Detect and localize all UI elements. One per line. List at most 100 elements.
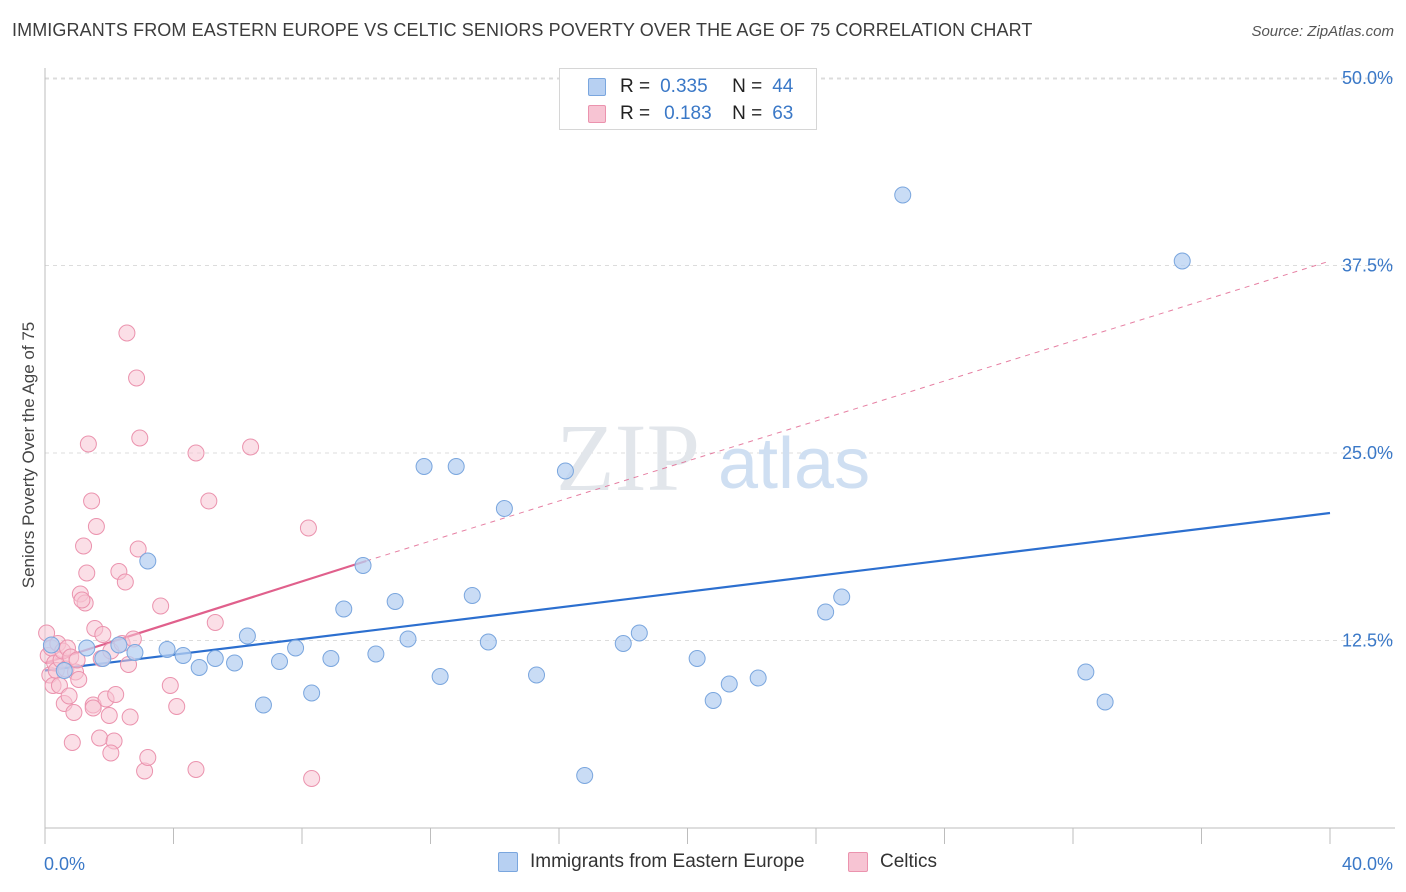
series-legend: Immigrants from Eastern Europe Celtics (0, 851, 1406, 877)
celtics-point (78, 564, 96, 582)
series-legend-celtics[interactable]: Celtics (848, 851, 937, 873)
eastern-europe-points (42, 186, 1191, 784)
celtics-point (200, 492, 218, 510)
legend-r-value-blue: 0.335 (660, 76, 708, 97)
celtics-point (73, 591, 91, 609)
eastern-europe-point (399, 630, 417, 648)
eastern-europe-point (894, 186, 912, 204)
eastern-europe-point (495, 500, 513, 517)
celtics-point (83, 492, 101, 510)
y-tick-label: 12.5% (1342, 631, 1393, 651)
watermark-atlas: atlas (718, 424, 870, 504)
eastern-europe-point (139, 552, 157, 570)
eastern-europe-point (415, 458, 433, 475)
grid-lines (45, 77, 1395, 641)
eastern-europe-trend-line (44, 511, 1331, 672)
series-label-eastern-europe: Immigrants from Eastern Europe (530, 851, 805, 872)
celtics-point (168, 698, 186, 715)
series-swatch-pink (848, 852, 868, 872)
celtics-points (38, 324, 321, 787)
eastern-europe-point (1077, 663, 1095, 681)
celtics-point (68, 651, 86, 669)
celtics-point (75, 537, 93, 555)
series-swatch-blue (498, 852, 518, 872)
eastern-europe-point (238, 627, 256, 645)
celtics-point (206, 614, 224, 631)
correlation-legend: R = 0.335 N = 44 R = 0.183 N = 63 (559, 68, 817, 130)
legend-row-eastern-europe: R = 0.335 N = 44 (588, 75, 793, 99)
celtics-point (152, 597, 170, 615)
celtics-point (116, 573, 134, 591)
eastern-europe-point (576, 767, 594, 784)
legend-n-value-blue: 44 (772, 76, 794, 97)
x-tick-label-max: 40.0% (1342, 854, 1393, 874)
eastern-europe-point (447, 458, 465, 475)
eastern-europe-point (704, 692, 722, 709)
eastern-europe-point (556, 462, 574, 480)
celtics-point (79, 435, 97, 453)
celtics-trend-line (44, 559, 367, 665)
eastern-europe-point (110, 636, 128, 654)
eastern-europe-point (158, 641, 176, 658)
celtics-point (91, 729, 109, 747)
celtics-point (121, 708, 139, 726)
eastern-europe-point (335, 600, 353, 618)
axes (44, 68, 1395, 844)
legend-swatch-blue (588, 78, 606, 96)
celtics-point (187, 444, 205, 462)
eastern-europe-point (226, 654, 244, 672)
eastern-europe-point (287, 639, 305, 657)
celtics-point (94, 626, 112, 643)
celtics-point (65, 704, 83, 721)
eastern-europe-point (126, 644, 144, 661)
eastern-europe-point (254, 696, 272, 714)
eastern-europe-point (463, 587, 481, 604)
eastern-europe-point (833, 588, 851, 606)
eastern-europe-point (630, 624, 648, 642)
celtics-point (242, 438, 260, 456)
legend-n-value-pink: 63 (772, 103, 794, 124)
eastern-europe-point (1096, 693, 1114, 711)
y-tick-label: 37.5% (1342, 256, 1393, 276)
celtics-point (107, 686, 125, 703)
source-label: Source: ZipAtlas.com (1251, 23, 1394, 40)
eastern-europe-point (322, 650, 340, 667)
eastern-europe-point (271, 653, 289, 670)
eastern-europe-point (614, 635, 632, 652)
eastern-europe-point (479, 633, 497, 651)
eastern-europe-point (303, 684, 321, 702)
y-tick-label: 50.0% (1342, 68, 1393, 88)
celtics-point (118, 324, 136, 342)
eastern-europe-point (1173, 252, 1191, 270)
celtics-point (129, 540, 147, 558)
x-tick-labels: 0.0% 40.0% (44, 854, 1393, 874)
celtics-point (187, 761, 205, 778)
celtics-point (161, 677, 179, 694)
legend-r-label: R = (620, 76, 651, 97)
eastern-europe-point (367, 645, 385, 663)
eastern-europe-point (528, 666, 546, 684)
celtics-point (303, 770, 321, 787)
eastern-europe-point (55, 662, 73, 679)
eastern-europe-point (749, 669, 767, 687)
y-tick-labels: 12.5% 25.0% 37.5% 50.0% (1342, 68, 1393, 651)
legend-r-label: R = (620, 103, 651, 124)
celtics-point (63, 734, 81, 751)
eastern-europe-point (94, 650, 112, 667)
eastern-europe-point (817, 603, 835, 621)
celtics-point (84, 699, 102, 717)
eastern-europe-point (354, 557, 372, 574)
legend-swatch-pink (588, 105, 606, 123)
watermark-zip: ZIP (556, 404, 700, 511)
celtics-point (100, 707, 118, 724)
eastern-europe-point (78, 639, 96, 657)
series-legend-eastern-europe[interactable]: Immigrants from Eastern Europe (498, 851, 805, 873)
eastern-europe-point (386, 593, 404, 610)
watermark: ZIP atlas (556, 404, 870, 511)
legend-row-celtics: R = 0.183 N = 63 (588, 102, 793, 126)
celtics-point (60, 687, 78, 705)
celtics-point (299, 519, 317, 537)
eastern-europe-point (42, 636, 60, 654)
celtics-point (87, 518, 105, 535)
